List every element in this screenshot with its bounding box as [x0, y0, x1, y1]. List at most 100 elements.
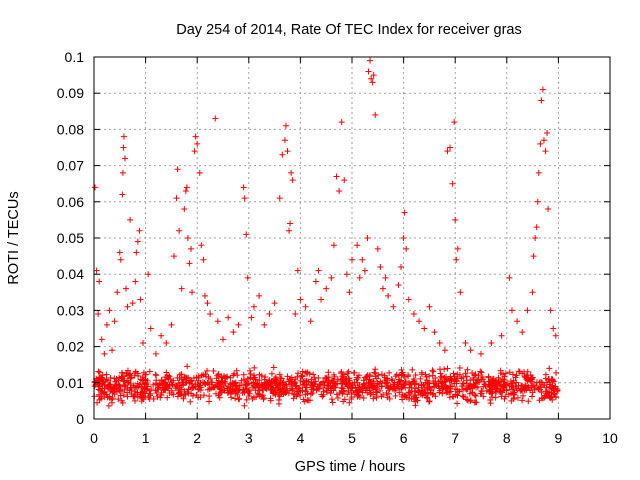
- data-point: [280, 388, 287, 395]
- data-point: [408, 388, 415, 395]
- data-point: [406, 381, 413, 388]
- data-point: [230, 329, 237, 336]
- data-point: [224, 373, 231, 380]
- data-point: [136, 227, 143, 234]
- y-tick-label: 0.05: [57, 230, 84, 246]
- data-point: [338, 376, 345, 383]
- data-point: [146, 368, 153, 375]
- data-point: [185, 390, 192, 397]
- data-point: [524, 307, 531, 314]
- data-point: [281, 389, 288, 396]
- data-point: [532, 235, 539, 241]
- data-point: [452, 216, 459, 223]
- data-point: [454, 386, 461, 393]
- data-point: [318, 380, 325, 387]
- data-point: [228, 394, 235, 401]
- data-point: [323, 285, 330, 292]
- data-point: [493, 380, 500, 387]
- data-point: [498, 332, 505, 339]
- data-point: [324, 377, 331, 384]
- data-point: [401, 373, 408, 380]
- data-point: [453, 378, 460, 385]
- data-point: [547, 307, 554, 314]
- data-point: [528, 384, 535, 391]
- data-point: [95, 368, 102, 375]
- data-point: [225, 314, 232, 321]
- data-point: [186, 377, 193, 384]
- data-point: [552, 383, 559, 390]
- data-point: [173, 383, 180, 390]
- data-point: [117, 256, 124, 263]
- data-point: [107, 374, 114, 381]
- data-point: [208, 385, 215, 392]
- data-point: [94, 377, 101, 384]
- data-point: [402, 378, 409, 385]
- data-point: [509, 371, 516, 378]
- data-point: [444, 148, 451, 155]
- data-point: [292, 311, 299, 318]
- data-point: [366, 376, 373, 383]
- data-point: [412, 371, 419, 378]
- data-point: [294, 267, 301, 274]
- data-point: [506, 274, 513, 281]
- data-point: [225, 383, 232, 390]
- y-tick-label: 0.1: [65, 49, 85, 65]
- data-point: [212, 115, 219, 122]
- data-point: [271, 379, 278, 386]
- data-point: [372, 370, 379, 377]
- data-point: [174, 374, 181, 381]
- data-point: [109, 347, 116, 354]
- data-point: [124, 393, 131, 400]
- data-point: [451, 119, 458, 126]
- data-point: [141, 384, 148, 391]
- data-point: [161, 386, 168, 393]
- data-point: [477, 368, 484, 375]
- data-point: [336, 187, 343, 194]
- data-point: [162, 374, 169, 381]
- data-point: [386, 369, 393, 376]
- data-point: [524, 368, 531, 375]
- data-point: [258, 381, 265, 388]
- data-point: [390, 303, 397, 310]
- data-point: [512, 374, 519, 381]
- data-point: [168, 387, 175, 394]
- data-point: [345, 380, 352, 387]
- data-point: [176, 389, 183, 396]
- data-point: [308, 386, 315, 393]
- data-point: [513, 379, 520, 386]
- data-point: [217, 386, 224, 393]
- data-point: [141, 388, 148, 395]
- data-point: [445, 389, 452, 396]
- data-point: [364, 235, 371, 241]
- data-point: [324, 389, 331, 396]
- data-point: [506, 382, 513, 389]
- data-point: [378, 383, 385, 390]
- data-point: [449, 180, 456, 187]
- data-point: [288, 381, 295, 388]
- data-point: [100, 378, 107, 385]
- data-point: [550, 325, 557, 332]
- data-point: [552, 393, 559, 400]
- data-point: [240, 371, 247, 378]
- data-point: [456, 371, 463, 378]
- data-point: [218, 379, 225, 386]
- y-tick-label: 0.07: [57, 158, 84, 174]
- data-point: [189, 289, 196, 296]
- data-point: [431, 329, 438, 336]
- y-axis-label: ROTI / TECUs: [6, 191, 22, 284]
- data-point: [478, 369, 485, 376]
- data-point: [529, 289, 536, 296]
- data-point: [120, 392, 127, 399]
- data-point: [344, 370, 351, 377]
- data-point: [533, 379, 540, 386]
- data-point: [161, 386, 168, 393]
- x-tick-label: 1: [142, 430, 150, 446]
- data-point: [184, 363, 191, 370]
- data-point: [359, 256, 366, 263]
- data-point: [481, 381, 488, 388]
- data-point: [368, 75, 375, 82]
- data-point: [549, 377, 556, 384]
- data-point: [320, 391, 327, 398]
- data-point: [545, 206, 552, 213]
- data-point: [472, 392, 479, 399]
